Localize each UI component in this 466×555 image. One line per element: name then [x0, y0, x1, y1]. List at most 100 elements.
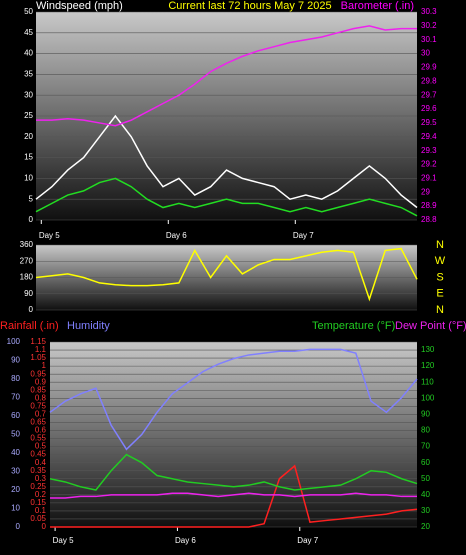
- y-tick-label: 0: [29, 215, 34, 224]
- y3-tick-label: 20: [11, 485, 20, 494]
- x-tick-label: Day 6: [175, 536, 196, 545]
- series-line: [50, 464, 418, 528]
- y-tick-label: 0.55: [30, 434, 46, 443]
- y2-tick-label: 29.2: [421, 160, 437, 169]
- y2-tick-label: 40: [421, 490, 430, 499]
- y-tick-label: 270: [20, 256, 34, 265]
- y-tick-label: 0: [42, 522, 47, 531]
- series-line: [35, 247, 418, 302]
- y3-tick-label: 10: [11, 504, 20, 513]
- y2-tick-label: 60: [421, 458, 430, 467]
- x-tick-label: Day 5: [39, 231, 60, 240]
- x-tick-label: Day 6: [166, 231, 187, 240]
- y2-tick-label: N: [436, 239, 444, 251]
- y-tick-label: 0.85: [30, 385, 46, 394]
- y-tick-label: 0: [29, 305, 34, 314]
- y-tick-label: 5: [29, 194, 34, 203]
- y-tick-label: 0.75: [30, 401, 46, 410]
- y-tick-label: 360: [20, 240, 34, 249]
- y-tick-label: 0.8: [35, 393, 47, 402]
- y2-tick-label: N: [436, 304, 444, 316]
- y2-tick-label: 30: [421, 49, 430, 58]
- y-tick-label: 0.25: [30, 482, 46, 491]
- y-tick-label: 40: [24, 49, 33, 58]
- y-tick-label: 45: [24, 28, 33, 37]
- y-tick-label: 0.6: [35, 426, 47, 435]
- y-tick-label: 0.1: [35, 506, 47, 515]
- y-tick-label: 1.15: [30, 337, 46, 346]
- y-tick-label: 30: [24, 90, 33, 99]
- y2-tick-label: 29.8: [421, 76, 437, 85]
- y2-tick-label: S: [436, 271, 443, 283]
- y-tick-label: 0.65: [30, 418, 46, 427]
- y2-tick-label: 100: [421, 393, 435, 402]
- y-tick-label: 0.45: [30, 450, 46, 459]
- y2-tick-label: 30.3: [421, 7, 437, 16]
- y2-tick-label: 30.2: [421, 21, 437, 30]
- y-tick-label: 35: [24, 70, 33, 79]
- y2-tick-label: 28.8: [421, 215, 437, 224]
- x-tick-label: Day 5: [53, 536, 74, 545]
- series-line: [50, 492, 417, 499]
- y-tick-label: 0.05: [30, 514, 46, 523]
- y3-tick-label: 40: [11, 448, 20, 457]
- y-tick-label: 0.3: [35, 474, 47, 483]
- y3-tick-label: 50: [11, 430, 20, 439]
- y2-tick-label: 120: [421, 361, 435, 370]
- plot-area: [50, 342, 417, 527]
- y2-tick-label: 29.6: [421, 104, 437, 113]
- y-tick-label: 0.95: [30, 369, 46, 378]
- series-line: [36, 25, 417, 127]
- y3-tick-label: 0: [16, 522, 21, 531]
- y-tick-label: 15: [24, 153, 33, 162]
- y-tick-label: 25: [24, 111, 33, 120]
- y-tick-label: 0.5: [35, 442, 47, 451]
- series-line: [35, 177, 418, 217]
- y-tick-label: 50: [24, 7, 33, 16]
- y2-tick-label: 130: [421, 345, 435, 354]
- y3-tick-label: 80: [11, 374, 20, 383]
- y2-tick-label: 30: [421, 506, 430, 515]
- y2-tick-label: 29.9: [421, 63, 437, 72]
- series-line: [49, 348, 418, 451]
- y2-tick-label: 90: [421, 410, 430, 419]
- y-tick-label: 10: [24, 174, 33, 183]
- y2-tick-label: 29.5: [421, 118, 437, 127]
- y-tick-label: 90: [24, 289, 33, 298]
- y3-tick-label: 90: [11, 356, 20, 365]
- y3-tick-label: 30: [11, 467, 20, 476]
- y-tick-label: 0.9: [35, 377, 47, 386]
- y-tick-label: 20: [24, 132, 33, 141]
- legend-entry: Humidity: [67, 320, 110, 332]
- x-tick-label: Day 7: [293, 231, 314, 240]
- y2-tick-label: 110: [421, 377, 434, 386]
- x-tick-label: Day 7: [297, 536, 318, 545]
- y2-tick-label: 70: [421, 442, 430, 451]
- y2-label: Barometer (.in): [341, 0, 414, 12]
- y-tick-label: 0.7: [35, 410, 47, 419]
- y2-tick-label: 50: [421, 474, 430, 483]
- y3-tick-label: 60: [11, 411, 20, 420]
- y3-tick-label: 100: [7, 337, 21, 346]
- y2-tick-label: 29.7: [421, 90, 437, 99]
- y2-tick-label: 29.4: [421, 132, 437, 141]
- y-tick-label: 0.4: [35, 458, 47, 467]
- series-line: [35, 114, 418, 209]
- y-label: Windspeed (mph): [36, 0, 123, 12]
- y2-tick-label: 29: [421, 187, 430, 196]
- y2-tick-label: 28.9: [421, 201, 437, 210]
- y-tick-label: 1.05: [30, 353, 46, 362]
- y2-tick-label: W: [435, 255, 446, 267]
- y-tick-label: 1.1: [35, 345, 47, 354]
- y-tick-label: 0.15: [30, 498, 46, 507]
- legend-entry: Rainfall (.in): [0, 320, 59, 332]
- y2-tick-label: 29.1: [421, 174, 437, 183]
- y2-tick-label: 20: [421, 522, 430, 531]
- title: Current last 72 hours May 7 2025: [168, 0, 331, 12]
- y2-tick-label: 29.3: [421, 146, 437, 155]
- y-tick-label: 0.2: [35, 490, 47, 499]
- y-tick-label: 180: [20, 273, 34, 282]
- y2-tick-label: 80: [421, 426, 430, 435]
- y-tick-label: 0.35: [30, 466, 46, 475]
